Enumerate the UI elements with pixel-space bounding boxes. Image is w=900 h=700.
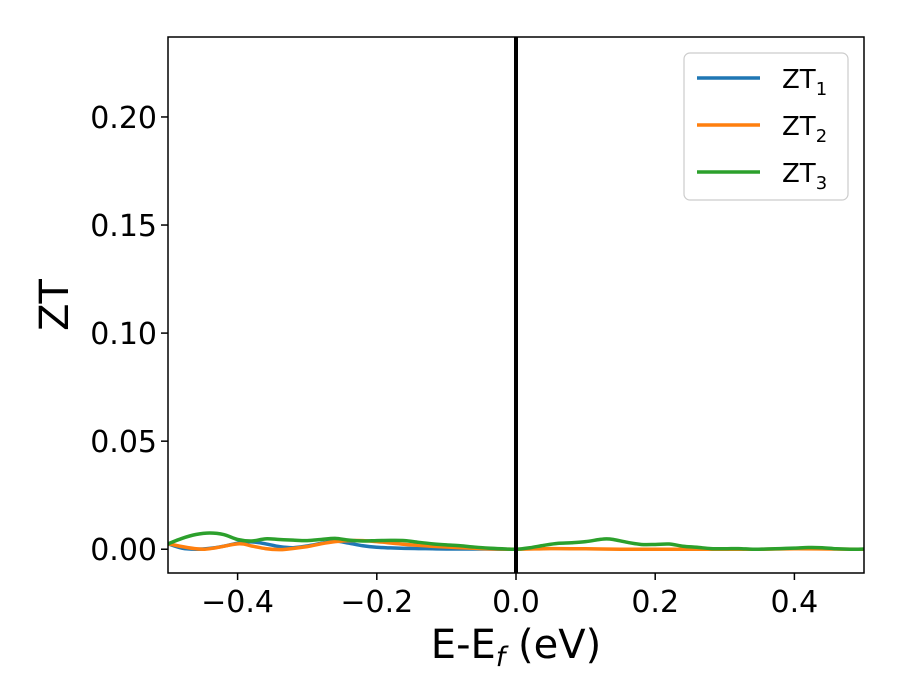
plot-series xyxy=(168,531,864,552)
y-tick-label: 0.10 xyxy=(90,317,157,352)
series-line-zt3 xyxy=(168,531,864,552)
x-tick-label: 0.2 xyxy=(631,585,679,620)
x-tick-label: 0.4 xyxy=(771,585,819,620)
y-tick-label: 0.15 xyxy=(90,209,157,244)
legend-label-zt1: ZT1 xyxy=(782,65,827,100)
legend-label-zt2: ZT2 xyxy=(782,112,827,147)
x-tick-label: 0.0 xyxy=(492,585,540,620)
y-axis-ticks: 0.00 0.05 0.10 0.15 0.20 xyxy=(90,101,168,568)
legend-label-zt3: ZT3 xyxy=(782,159,827,194)
x-axis-title: E-Ef (eV) xyxy=(431,622,601,673)
y-axis-title: ZT xyxy=(32,279,78,331)
legend-box xyxy=(683,52,849,201)
x-tick-label: −0.2 xyxy=(340,585,413,620)
x-tick-label: −0.4 xyxy=(201,585,274,620)
legend: ZT1 ZT2 ZT3 xyxy=(683,52,849,201)
y-tick-label: 0.20 xyxy=(90,101,157,136)
x-axis-ticks: −0.4 −0.2 0.0 0.2 0.4 xyxy=(201,573,818,620)
y-tick-label: 0.05 xyxy=(90,425,157,460)
y-tick-label: 0.00 xyxy=(90,533,157,568)
